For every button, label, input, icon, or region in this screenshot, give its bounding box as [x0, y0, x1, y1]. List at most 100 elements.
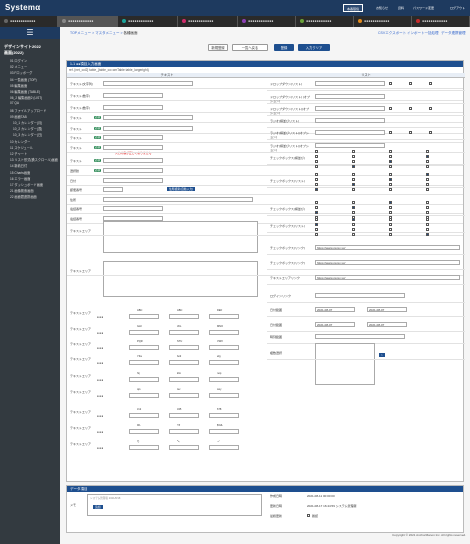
sidebar-item[interactable]: 05 編集画面	[10, 83, 28, 88]
memo-textarea[interactable]: システム管理者 2021/8/18	[87, 494, 262, 516]
grid-input[interactable]	[209, 429, 239, 434]
text-input[interactable]	[103, 126, 193, 131]
breadcrumb-link-top[interactable]: TOPメニュー	[70, 31, 92, 35]
checkbox[interactable]	[426, 160, 429, 163]
checkbox[interactable]	[389, 201, 392, 204]
grid-input[interactable]	[169, 413, 199, 418]
radio-button[interactable]	[389, 106, 392, 110]
checkbox[interactable]	[426, 218, 429, 221]
postal-search-button[interactable]: 住所検索(自動入力)	[167, 187, 196, 191]
sidebar-item[interactable]: 13 リスト形式(横スクロール)画面	[10, 158, 58, 163]
select-input[interactable]	[315, 106, 385, 111]
tab-2[interactable]: ●●●●●●●●●●●●	[58, 16, 118, 27]
checkbox[interactable]	[352, 178, 355, 181]
checkbox[interactable]	[389, 160, 392, 163]
checkbox[interactable]	[389, 155, 392, 158]
checkbox[interactable]	[352, 201, 355, 204]
grid-input[interactable]	[209, 393, 239, 398]
grid-input[interactable]	[129, 377, 159, 382]
checkbox[interactable]	[315, 228, 318, 231]
logout-button[interactable]: ログアウト	[450, 6, 466, 10]
grid-input[interactable]	[129, 413, 159, 418]
radio-button[interactable]	[429, 81, 432, 85]
checkbox[interactable]	[426, 206, 429, 209]
text-input[interactable]	[103, 145, 163, 150]
checkbox[interactable]	[389, 165, 392, 168]
checkbox[interactable]	[389, 178, 392, 181]
checkbox[interactable]	[389, 206, 392, 209]
checkbox[interactable]	[352, 165, 355, 168]
back-button[interactable]: 一覧へ戻る	[232, 44, 268, 51]
text-input[interactable]	[103, 178, 163, 183]
sidebar-group-design[interactable]: デザインサイト2022	[4, 44, 41, 49]
checkbox[interactable]	[389, 173, 392, 176]
checkbox[interactable]	[315, 155, 318, 158]
checkbox[interactable]	[426, 233, 429, 236]
grid-input[interactable]	[169, 445, 199, 450]
docs-button[interactable]: 資料	[398, 6, 405, 10]
radio-button[interactable]	[389, 81, 392, 85]
text-input[interactable]	[103, 197, 253, 202]
sidebar-item[interactable]: 10 カレンダー	[10, 139, 31, 144]
grid-input[interactable]	[209, 330, 239, 335]
sidebar-item[interactable]: 11 スケジュール	[10, 145, 34, 150]
save-button[interactable]: 登録	[274, 44, 294, 51]
tab-8[interactable]: ●●●●●●●●●●●●	[412, 16, 470, 27]
grid-input[interactable]	[209, 360, 239, 365]
date-from[interactable]: 2021-08-07	[315, 307, 355, 312]
checkbox[interactable]	[352, 223, 355, 226]
checkbox[interactable]	[352, 218, 355, 221]
checkbox[interactable]	[315, 150, 318, 153]
sidebar-item[interactable]: 15 Charts画面	[10, 170, 31, 175]
date-from[interactable]: 2021-08-07	[315, 322, 355, 327]
sidebar-subitem[interactable]: 10_1 カレンダー(月)	[13, 121, 43, 125]
grid-input[interactable]	[209, 413, 239, 418]
grid-input[interactable]	[129, 429, 159, 434]
textarea[interactable]	[103, 221, 258, 253]
sidebar-item[interactable]: 09 画面TAB	[10, 114, 27, 119]
checkbox[interactable]	[352, 188, 355, 191]
grid-input[interactable]	[169, 377, 199, 382]
checkbox[interactable]	[426, 173, 429, 176]
grid-input[interactable]	[129, 445, 159, 450]
checkbox[interactable]	[315, 218, 318, 221]
checkbox[interactable]	[315, 211, 318, 214]
checkbox[interactable]	[315, 178, 318, 181]
checkbox[interactable]	[352, 173, 355, 176]
confirm-checkbox[interactable]	[307, 514, 310, 517]
grid-input[interactable]	[169, 345, 199, 350]
url-input[interactable]: https://www.xxxxx.xx/	[315, 275, 460, 280]
grid-input[interactable]	[209, 314, 239, 319]
sidebar-subitem[interactable]: 10_3 カレンダー(日)	[13, 133, 43, 138]
sidebar-item[interactable]: 16 エラー画面	[10, 176, 31, 181]
checkbox[interactable]	[389, 228, 392, 231]
checkbox[interactable]	[315, 173, 318, 176]
sidebar-item[interactable]: 08 ファイルアップロード	[10, 108, 47, 113]
text-input[interactable]	[103, 158, 163, 163]
grid-input[interactable]	[209, 445, 239, 450]
grid-input[interactable]	[129, 345, 159, 350]
sidebar-item[interactable]: 21 画像検索画面	[10, 189, 34, 194]
checkbox[interactable]	[352, 233, 355, 236]
radio-button[interactable]	[409, 106, 412, 110]
select-input[interactable]	[315, 94, 385, 99]
date-to[interactable]: 2021-08-07	[367, 307, 407, 312]
clear-button[interactable]: 入力クリア	[298, 44, 330, 51]
checkbox[interactable]	[426, 150, 429, 153]
sidebar-item[interactable]: 06_2 編集画面2 (LIST)	[10, 96, 43, 101]
checkbox[interactable]	[389, 188, 392, 191]
grid-input[interactable]	[209, 377, 239, 382]
url-input[interactable]: https://www.xxxxx.xx/	[315, 260, 460, 265]
multi-select-list[interactable]	[315, 343, 375, 385]
radio-button[interactable]	[409, 130, 412, 134]
checkbox[interactable]	[426, 155, 429, 158]
checkbox[interactable]	[315, 233, 318, 236]
checkbox[interactable]	[352, 155, 355, 158]
notice-button[interactable]: お知らせ	[376, 6, 388, 10]
checkbox[interactable]	[315, 206, 318, 209]
checkbox[interactable]	[389, 218, 392, 221]
checkbox[interactable]	[426, 201, 429, 204]
radio-button[interactable]	[409, 81, 412, 85]
checkbox[interactable]	[389, 233, 392, 236]
grid-input[interactable]	[169, 360, 199, 365]
